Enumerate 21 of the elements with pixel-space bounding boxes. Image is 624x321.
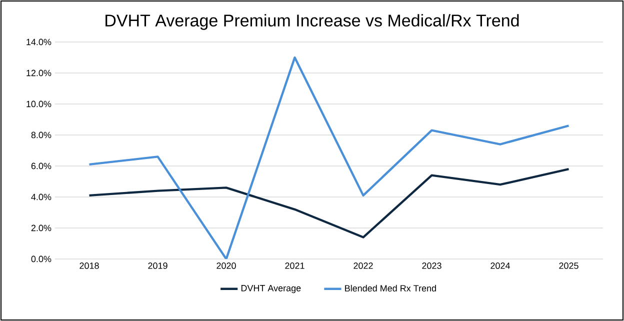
line-series — [88, 56, 570, 259]
y-tick-label: 10.0% — [26, 100, 52, 108]
y-tick-label: 12.0% — [26, 70, 52, 76]
legend-label: DVHT Average — [241, 285, 301, 294]
y-tick-label: 6.0% — [31, 162, 52, 170]
chart-title: DVHT Average Premium Increase vs Medical/Rx Trend — [106, 14, 519, 30]
x-tick-label: 2024 — [490, 262, 510, 269]
x-tick-label: 2021 — [285, 262, 304, 269]
x-tick-label: 2022 — [354, 262, 373, 269]
x-tick-label: 2023 — [422, 262, 442, 269]
y-tick-label: 0.0% — [31, 256, 52, 262]
line-series — [88, 168, 570, 238]
y-tick-label: 4.0% — [31, 194, 52, 200]
x-tick-label: 2019 — [148, 262, 168, 269]
legend-label: Blended Med Rx Trend — [345, 284, 436, 292]
x-tick-label: 2025 — [559, 262, 578, 269]
y-tick-label: 8.0% — [31, 132, 52, 138]
y-tick-label: 14.0% — [26, 38, 52, 46]
y-tick-label: 2.0% — [31, 224, 52, 232]
x-tick-label: 2020 — [216, 262, 236, 269]
x-tick-label: 2018 — [80, 262, 99, 269]
